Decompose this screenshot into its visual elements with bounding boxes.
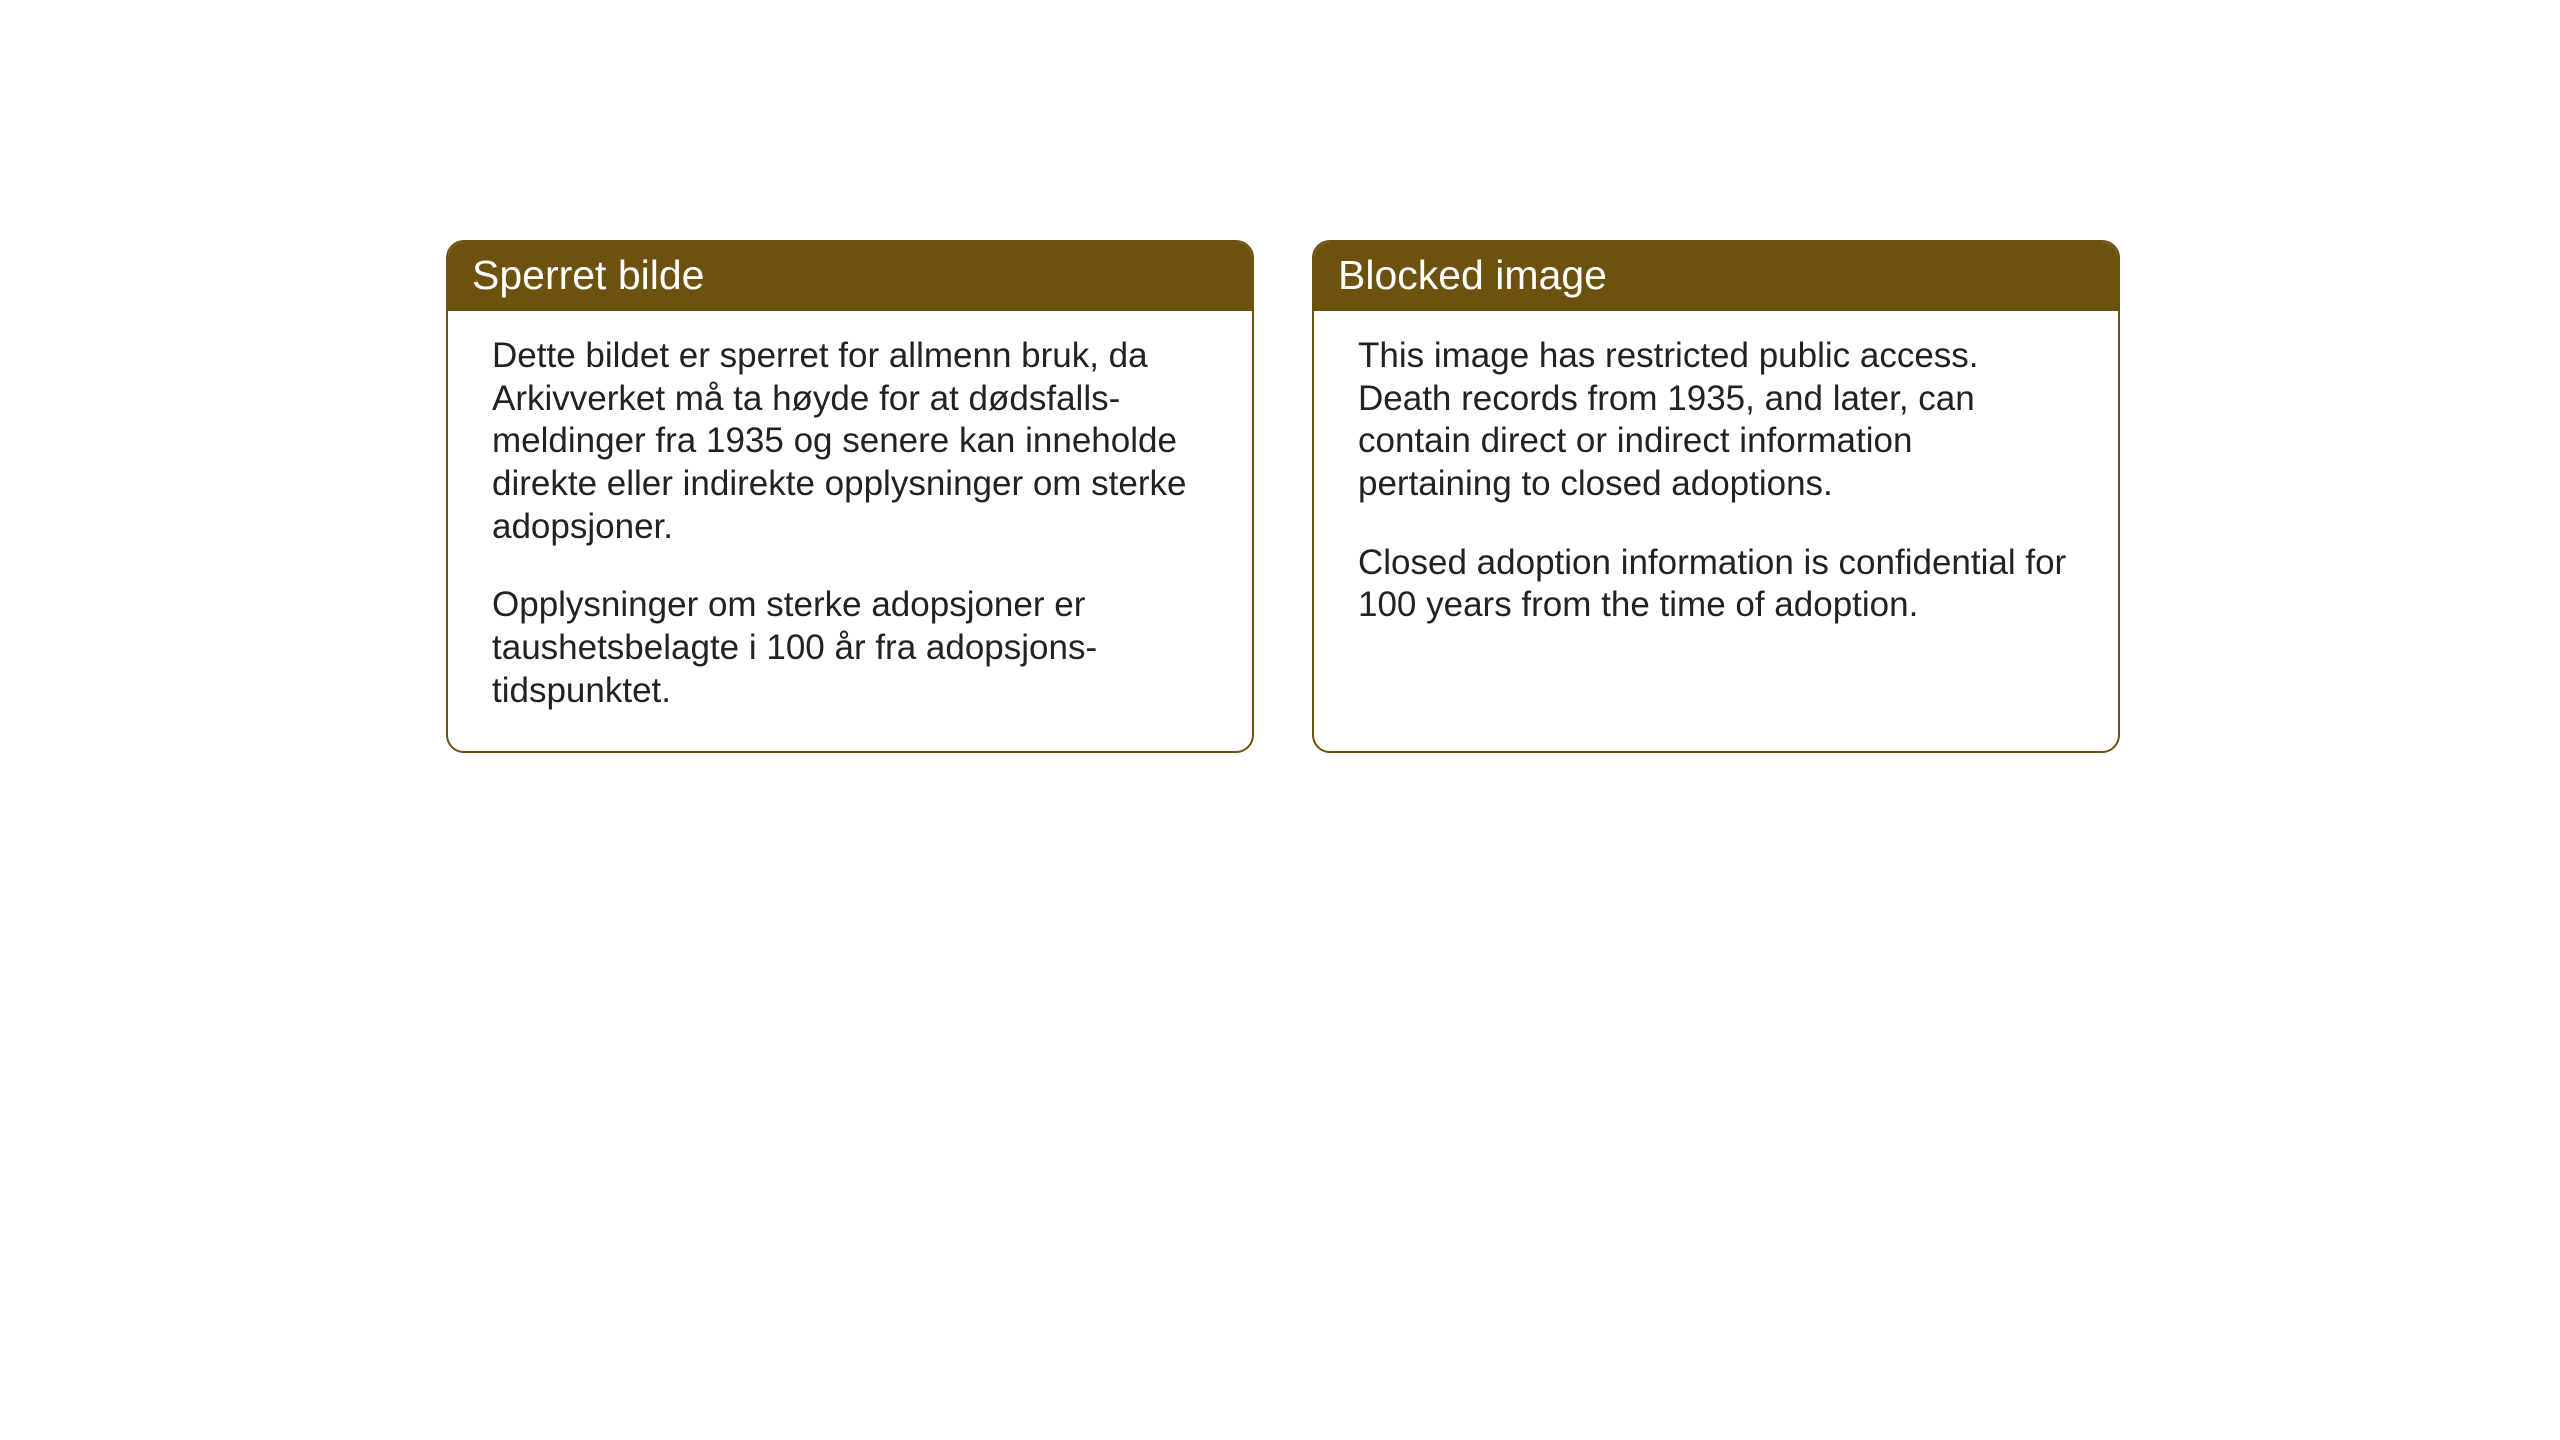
norwegian-card-body: Dette bildet er sperret for allmenn bruk… (448, 311, 1252, 749)
notice-container: Sperret bilde Dette bildet er sperret fo… (446, 240, 2120, 753)
english-notice-card: Blocked image This image has restricted … (1312, 240, 2120, 753)
english-paragraph-2: Closed adoption information is confident… (1358, 542, 2074, 627)
norwegian-paragraph-1: Dette bildet er sperret for allmenn bruk… (492, 335, 1208, 548)
norwegian-card-title: Sperret bilde (448, 242, 1252, 311)
norwegian-notice-card: Sperret bilde Dette bildet er sperret fo… (446, 240, 1254, 753)
english-card-title: Blocked image (1314, 242, 2118, 311)
english-paragraph-1: This image has restricted public access.… (1358, 335, 2074, 506)
english-card-body: This image has restricted public access.… (1314, 311, 2118, 663)
norwegian-paragraph-2: Opplysninger om sterke adopsjoner er tau… (492, 584, 1208, 712)
